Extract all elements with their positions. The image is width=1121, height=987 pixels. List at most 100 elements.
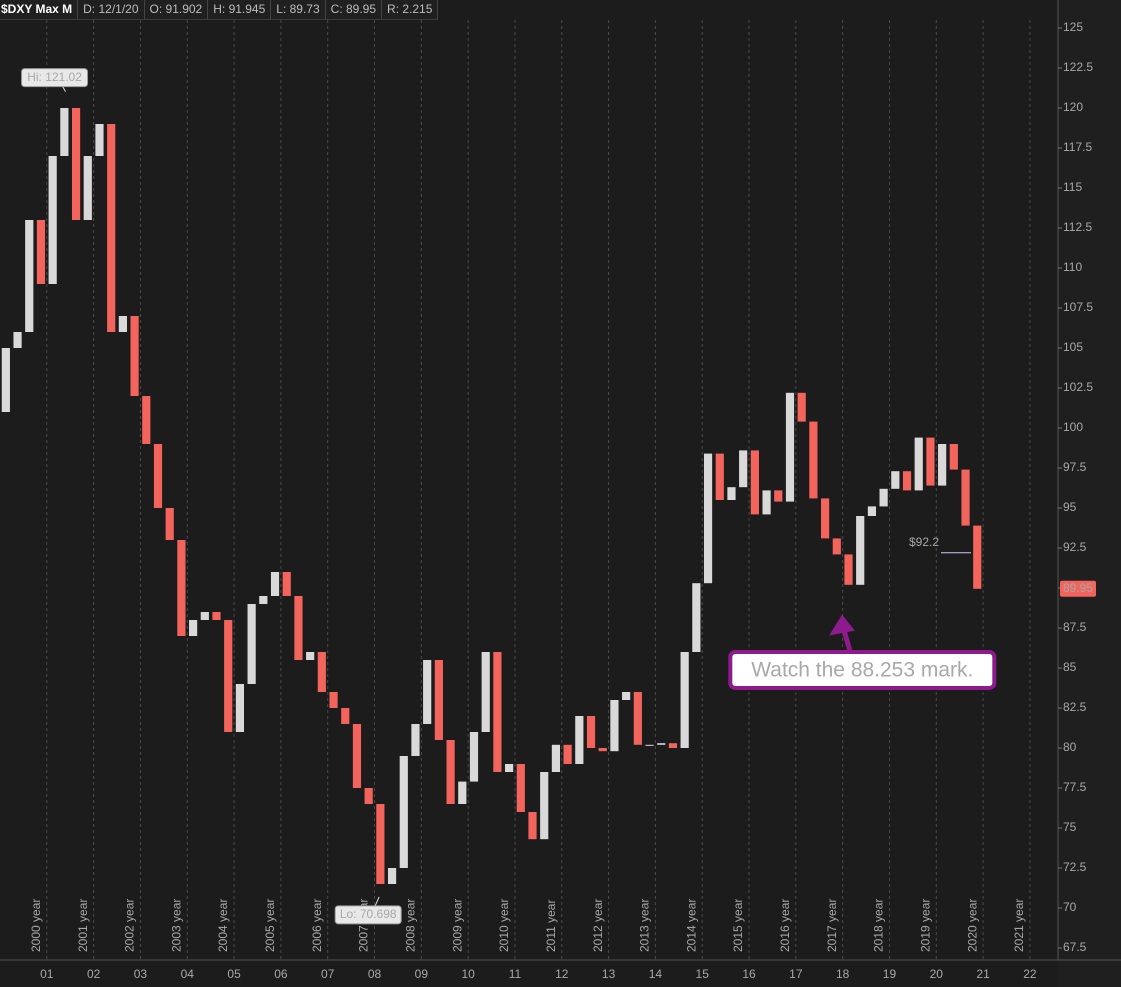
- candle-body: [856, 516, 865, 585]
- candle-body: [727, 487, 736, 500]
- x-tick-label: 03: [134, 967, 148, 981]
- candle-body: [821, 498, 830, 539]
- x-tick-label: 06: [274, 967, 288, 981]
- candle-body: [399, 756, 408, 868]
- y-tick-label: 67.5: [1063, 940, 1087, 954]
- y-axis-panel: [1058, 0, 1121, 987]
- candle-body: [200, 612, 209, 620]
- candle-body: [387, 868, 397, 884]
- low-text: Lo: 70.698: [340, 907, 397, 921]
- candle-body: [680, 652, 689, 748]
- x-tick-label: 19: [883, 967, 897, 981]
- candle-body: [212, 612, 221, 620]
- candle-body: [177, 540, 186, 636]
- candle-body: [60, 108, 69, 156]
- candle-body: [142, 396, 151, 444]
- x-tick-label: 21: [976, 967, 990, 981]
- header: $DXY Max M D: 12/1/20 O: 91.902 H: 91.945 L…: [0, 0, 439, 20]
- candle-body: [493, 652, 502, 772]
- x-tick-label: 02: [87, 967, 101, 981]
- x-tick-label: 20: [930, 967, 944, 981]
- year-label: 2003 year: [169, 899, 183, 952]
- x-tick-label: 01: [40, 967, 54, 981]
- candle-body: [586, 716, 596, 748]
- year-label: 2017 year: [825, 899, 839, 952]
- last-price-label: 89.95: [1063, 581, 1093, 595]
- x-tick-label: 12: [555, 967, 569, 981]
- candle-body: [633, 692, 642, 745]
- x-tick-label: 22: [1023, 967, 1037, 981]
- candle-body: [551, 744, 561, 772]
- x-tick-label: 15: [696, 967, 710, 981]
- candle-body: [610, 700, 619, 752]
- candle-body: [247, 604, 256, 684]
- candle-body: [961, 469, 970, 526]
- candle-body: [446, 740, 455, 804]
- candle-body: [505, 764, 514, 772]
- x-tick-label: 16: [742, 967, 756, 981]
- year-label: 2001 year: [76, 899, 90, 952]
- candle-body: [13, 332, 22, 348]
- y-tick-label: 102.5: [1063, 380, 1093, 394]
- candle-body: [317, 652, 326, 692]
- candle-body: [341, 708, 350, 724]
- candle-body: [165, 508, 174, 540]
- x-tick-label: 05: [227, 967, 241, 981]
- x-tick-label: 17: [789, 967, 803, 981]
- year-label: 2002 year: [123, 899, 137, 952]
- y-tick-label: 105: [1063, 340, 1083, 354]
- y-tick-label: 100: [1063, 420, 1083, 434]
- header-field: H: 91.945: [208, 0, 272, 19]
- candle-body: [750, 450, 759, 515]
- year-label: 2006 year: [310, 899, 324, 952]
- candle-body: [692, 583, 701, 652]
- candle-body: [528, 812, 537, 840]
- candle-body: [153, 444, 163, 508]
- symbol: $DXY Max M: [0, 0, 79, 19]
- y-tick-label: 117.5: [1063, 140, 1092, 154]
- header-field: C: 89.95: [326, 0, 383, 19]
- year-label: 2020 year: [965, 899, 979, 952]
- candle-body: [973, 525, 982, 589]
- candle-body: [469, 732, 479, 782]
- candle-body: [364, 788, 373, 804]
- y-tick-label: 112.5: [1063, 220, 1092, 234]
- candle-body: [294, 596, 303, 660]
- callout-arrow: [829, 614, 855, 653]
- candle-body: [797, 392, 806, 422]
- x-tick-label: 04: [181, 967, 195, 981]
- candle-body: [423, 660, 432, 724]
- candle-body: [668, 743, 678, 748]
- year-label: 2011 year: [544, 900, 558, 952]
- candle-body: [902, 471, 912, 491]
- year-label: 2000 year: [29, 899, 43, 952]
- candle-body: [575, 716, 584, 764]
- candle-body: [645, 744, 654, 746]
- candle-body: [809, 421, 818, 499]
- x-tick-label: 14: [649, 967, 663, 981]
- year-label: 2009 year: [450, 899, 464, 952]
- candle-body: [516, 764, 525, 812]
- y-tick-label: 77.5: [1063, 780, 1087, 794]
- candle-body: [352, 724, 362, 788]
- y-tick-label: 80: [1063, 740, 1077, 754]
- candle-body: [224, 620, 233, 732]
- x-tick-label: 11: [509, 967, 522, 981]
- year-label: 2005 year: [263, 899, 277, 952]
- y-tick-label: 97.5: [1063, 460, 1087, 474]
- header-field: L: 89.73: [271, 0, 326, 19]
- y-tick-label: 70: [1063, 900, 1077, 914]
- candle-body: [282, 572, 291, 596]
- candle-body: [48, 156, 57, 284]
- candle-body: [762, 490, 771, 515]
- x-tick-label: 13: [602, 967, 616, 981]
- candle-body: [879, 488, 888, 507]
- year-label: 2013 year: [638, 899, 652, 952]
- low-box: [334, 905, 402, 925]
- candle-body: [329, 692, 338, 708]
- candle-body: [563, 744, 572, 764]
- high-text: Hi: 121.02: [27, 70, 82, 84]
- annotations: 89.95 Hi: 121.02 Lo: 70.698 $92.2 Watch the …: [21, 68, 1096, 925]
- candle-body: [259, 596, 268, 604]
